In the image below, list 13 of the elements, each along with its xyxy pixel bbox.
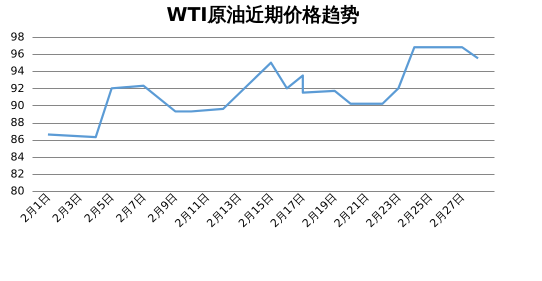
y-tick-label: 96 — [10, 48, 24, 61]
x-tick-label: 2月7日 — [114, 190, 148, 226]
line-series — [46, 46, 480, 138]
y-tick-label: 98 — [10, 30, 24, 44]
y-tick-label: 90 — [10, 98, 24, 112]
chart-title: WTI原油近期价格趋势 — [166, 4, 360, 26]
y-tick-label: 88 — [10, 116, 24, 130]
y-tick-label: 86 — [10, 133, 24, 146]
y-tick-label: 92 — [10, 82, 24, 95]
y-tick-label: 84 — [10, 150, 24, 164]
y-tick-label: 94 — [10, 64, 24, 78]
y-tick-label: 80 — [10, 184, 24, 198]
y-tick-label: 82 — [10, 167, 24, 180]
